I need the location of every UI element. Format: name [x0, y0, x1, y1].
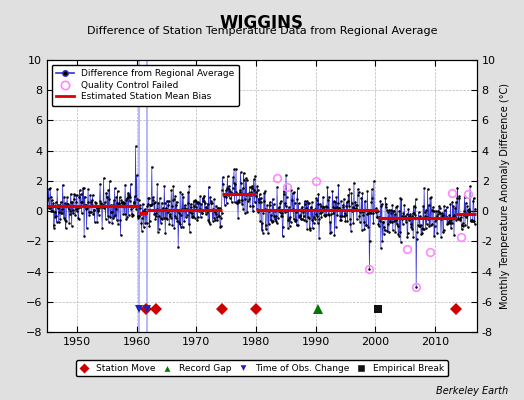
- Text: WIGGINS: WIGGINS: [220, 14, 304, 32]
- Legend: Station Move, Record Gap, Time of Obs. Change, Empirical Break: Station Move, Record Gap, Time of Obs. C…: [77, 360, 447, 376]
- Y-axis label: Monthly Temperature Anomaly Difference (°C): Monthly Temperature Anomaly Difference (…: [500, 83, 510, 309]
- Text: Berkeley Earth: Berkeley Earth: [436, 386, 508, 396]
- Text: Difference of Station Temperature Data from Regional Average: Difference of Station Temperature Data f…: [87, 26, 437, 36]
